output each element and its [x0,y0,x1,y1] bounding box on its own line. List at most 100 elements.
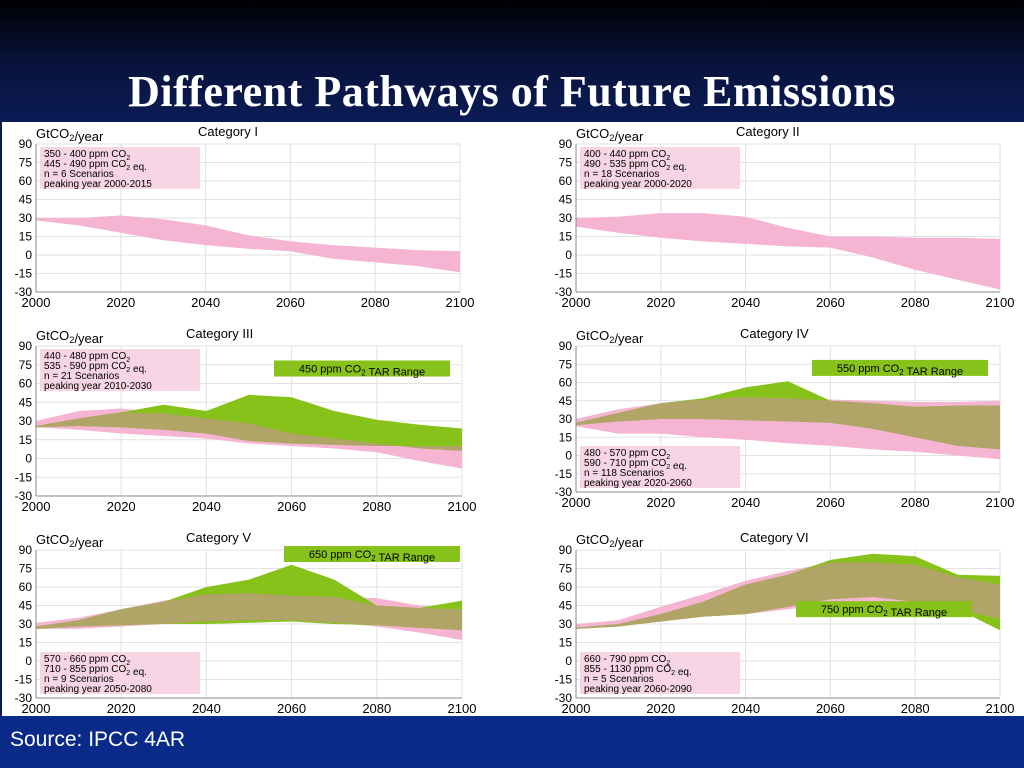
y-tick-label: 15 [559,230,573,244]
scenario-info-line: 490 - 535 ppm CO2 eq. [584,159,687,173]
scenario-info-line: n = 9 Scenarios [44,674,114,685]
y-tick-label: 45 [19,395,33,409]
x-tick-label: 2100 [446,295,475,310]
x-tick-label: 2020 [646,295,675,310]
y-tick-label: 75 [19,156,33,170]
chart-title: Category VI [740,530,809,545]
scenario-info-line: n = 21 Scenarios [44,371,119,382]
scenario-info-line: 660 - 790 ppm CO2 [584,654,670,667]
y-tick-label: -15 [555,673,573,687]
scenario-info-line: n = 18 Scenarios [584,169,659,180]
y-tick-label: 90 [559,543,573,557]
chart-title: Category I [198,124,258,139]
y-tick-label: -30 [15,489,33,503]
y-tick-label: 60 [559,174,573,188]
chart-panel-area: -30 -15 0 15 30 45 60 75 90 2000 2020 2040 2060 2080 2… [2,122,1024,716]
scenario-info-line: peaking year 2010-2030 [44,381,152,392]
y-tick-label: 75 [19,562,33,576]
overlap-range-band [576,562,1000,629]
x-tick-label: 2060 [277,499,306,514]
x-tick-label: 2020 [646,701,675,716]
scenario-info-line: 400 - 440 ppm CO2 [584,149,670,162]
y-tick-label: 90 [559,137,573,151]
y-tick-label: 75 [559,156,573,170]
x-tick-label: 2080 [901,701,930,716]
y-tick-label: -30 [15,285,33,299]
y-tick-label: -15 [555,467,573,481]
y-tick-label: 60 [19,377,33,391]
y-tick-label: -30 [555,285,573,299]
x-tick-label: 2080 [362,499,391,514]
x-tick-label: 2040 [731,495,760,510]
chart-3: -30 -15 0 15 30 45 60 75 90 2000 2020 2040 2060 2080 2… [15,326,477,514]
x-tick-label: 2060 [816,295,845,310]
y-axis-label: GtCO2/year [36,532,104,550]
x-tick-label: 2040 [192,499,221,514]
x-tick-label: 2040 [731,295,760,310]
tar-range-label-box [284,546,460,562]
x-tick-label: 2000 [562,701,591,716]
scenario-info-line: peaking year 2000-2020 [584,179,692,190]
y-tick-label: 0 [565,248,572,262]
scenario-info-line: 855 - 1130 ppm CO2 eq. [584,664,692,678]
scenario-info-line: 590 - 710 ppm CO2 eq. [584,458,687,472]
scenario-info-line: 710 - 855 ppm CO2 eq. [44,664,147,678]
x-tick-label: 2020 [106,295,135,310]
scenario-info-line: n = 6 Scenarios [44,169,114,180]
y-tick-label: -30 [555,485,573,499]
scenario-info-box [40,349,200,391]
y-tick-label: 0 [25,452,32,466]
y-tick-label: 30 [19,414,33,428]
y-tick-label: 60 [19,580,33,594]
y-tick-label: 75 [559,357,573,371]
emission-charts-svg: -30 -15 0 15 30 45 60 75 90 2000 2020 2040 2060 2080 2… [15,124,1015,716]
y-tick-label: 0 [565,449,572,463]
x-tick-label: 2100 [986,295,1015,310]
chart-title: Category II [736,124,800,139]
y-tick-label: 30 [19,211,33,225]
y-tick-label: 90 [19,339,33,353]
tar-range-label: 550 ppm CO2 TAR Range [837,363,963,378]
x-tick-label: 2000 [562,295,591,310]
pink-range-band [576,213,1000,290]
y-tick-label: 30 [559,211,573,225]
x-tick-label: 2080 [901,495,930,510]
tar-range-label-box [796,601,972,618]
y-axis-label: GtCO2/year [576,328,644,346]
scenario-info-line: peaking year 2050-2080 [44,684,152,695]
x-tick-label: 2040 [731,701,760,716]
scenario-info-box [580,446,740,488]
overlap-range-band [36,412,462,451]
scenario-info-box [580,147,740,189]
y-tick-label: 0 [565,654,572,668]
chart-4: -30 -15 0 15 30 45 60 75 90 2000 2020 2040 2060 2080 2… [555,326,1015,510]
x-tick-label: 2000 [22,295,51,310]
slide-title: Different Pathways of Future Emissions [128,67,896,116]
y-tick-label: 90 [19,137,33,151]
x-tick-label: 2040 [192,701,221,716]
y-tick-label: 0 [25,248,32,262]
scenario-info-box [40,652,200,694]
chart-5: -30 -15 0 15 30 45 60 75 90 2000 2020 2040 2060 2080 2… [15,530,477,716]
chart-1: -30 -15 0 15 30 45 60 75 90 2000 2020 2040 2060 2080 2… [15,124,475,310]
tar-range-label: 450 ppm CO2 TAR Range [299,364,425,379]
x-tick-label: 2100 [986,495,1015,510]
y-tick-label: -15 [15,673,33,687]
x-tick-label: 2040 [191,295,220,310]
y-tick-label: 75 [19,358,33,372]
y-tick-label: 0 [25,654,32,668]
y-tick-label: -30 [15,691,33,705]
y-axis-label: GtCO2/year [36,126,104,144]
y-tick-label: 15 [559,636,573,650]
y-tick-label: 60 [559,580,573,594]
scenario-info-line: n = 118 Scenarios [584,468,664,479]
tar-range-label-box [812,359,988,376]
footer-bar [0,716,1024,768]
scenario-info-line: 445 - 490 ppm CO2 eq. [44,159,147,173]
x-tick-label: 2000 [562,495,591,510]
x-tick-label: 2020 [107,701,136,716]
scenario-info-line: 480 - 570 ppm CO2 [584,448,670,461]
x-tick-label: 2060 [277,701,306,716]
scenario-info-box [580,652,740,694]
overlap-range-band [36,593,462,631]
